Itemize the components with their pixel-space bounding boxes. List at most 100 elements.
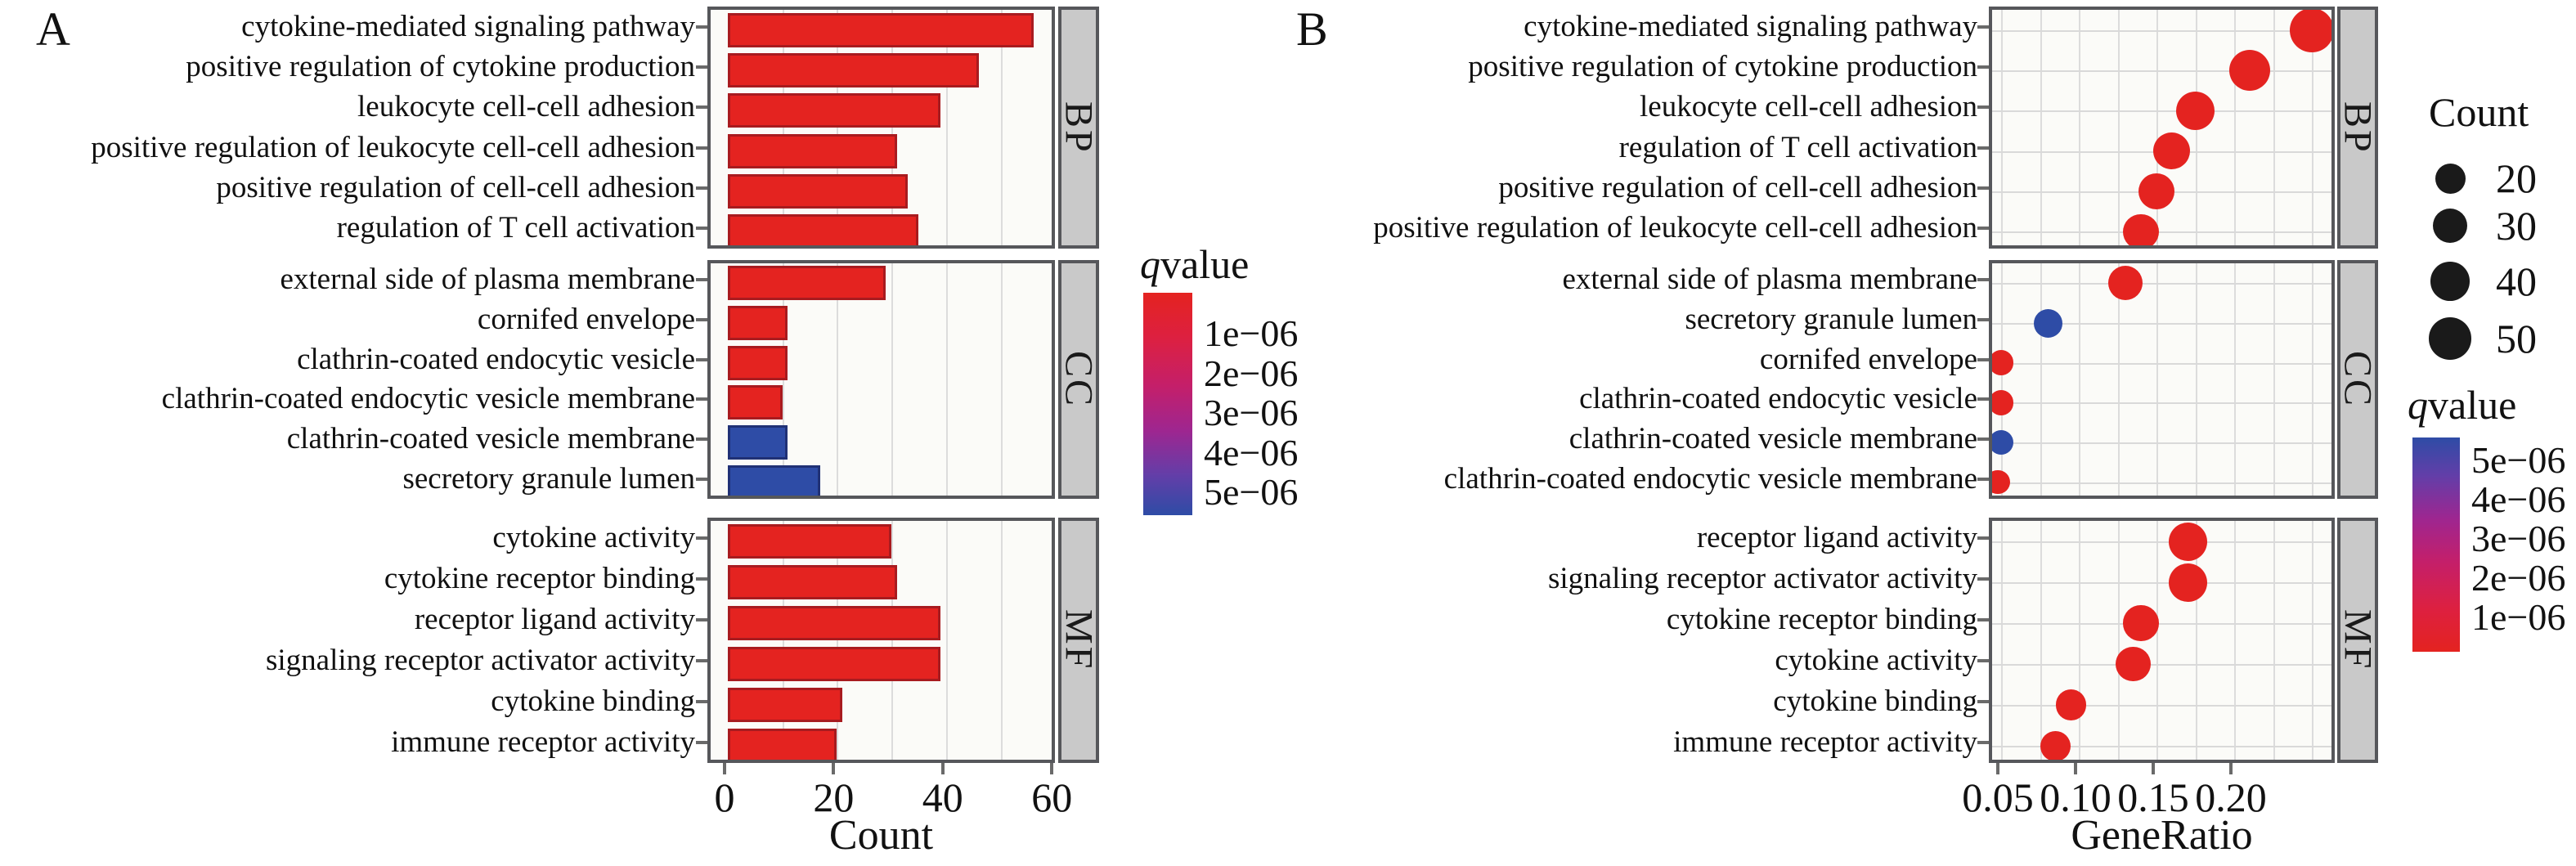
panel-b-letter: B	[1296, 2, 1328, 56]
y-axis-label: clathrin-coated vesicle membrane	[1568, 422, 1977, 455]
gridline	[1992, 705, 2331, 707]
gridline	[1992, 110, 2331, 113]
y-axis-label: clathrin-coated endocytic vesicle membra…	[161, 382, 695, 416]
gridline	[2117, 10, 2120, 245]
gridline	[2040, 10, 2042, 245]
y-tick	[1977, 65, 1989, 69]
facet-panel-mf	[707, 518, 1055, 763]
x-tick	[1050, 763, 1054, 774]
gridline	[2234, 10, 2236, 245]
y-axis-label: immune receptor activity	[1673, 725, 1977, 759]
dot	[2138, 173, 2175, 210]
count-legend-label: 30	[2496, 203, 2537, 249]
qvalue-gradient-b	[2412, 437, 2460, 652]
x-tick-label: 20	[813, 774, 855, 820]
x-tick-label: 0.20	[2195, 774, 2267, 820]
facet-strip-label: MF	[2336, 609, 2380, 671]
gridline	[1992, 231, 2331, 234]
y-tick	[1977, 741, 1989, 744]
dot	[2153, 132, 2191, 170]
x-tick-label: 60	[1031, 774, 1073, 820]
dot	[1992, 390, 2014, 415]
y-axis-label: cytokine binding	[491, 684, 695, 718]
y-tick	[1977, 186, 1989, 190]
y-tick	[696, 318, 707, 321]
y-axis-label: cytokine receptor binding	[1666, 603, 1977, 636]
dot	[2055, 689, 2087, 720]
dot	[1992, 350, 2014, 375]
bar	[728, 12, 1034, 47]
gridline	[2001, 521, 2003, 760]
gridline	[2079, 263, 2080, 496]
gridline	[1992, 582, 2331, 584]
facet-strip-cc: CC	[1057, 260, 1101, 499]
bar	[728, 425, 788, 460]
gridline	[1992, 323, 2331, 325]
gridline	[2312, 521, 2313, 760]
y-tick	[696, 741, 707, 744]
dot	[2107, 266, 2143, 301]
gridline	[837, 263, 839, 496]
gridline	[2079, 10, 2080, 245]
y-tick	[696, 659, 707, 662]
x-tick-label: 40	[922, 774, 963, 820]
x-tick	[832, 763, 836, 774]
qvalue-tick-label: 4e−06	[2471, 478, 2566, 520]
gridline	[1992, 362, 2331, 365]
dot	[2123, 213, 2159, 245]
y-axis-label: immune receptor activity	[391, 725, 695, 759]
qvalue-tick-label: 5e−06	[2471, 439, 2566, 481]
x-tick-label: 0	[714, 774, 735, 820]
x-tick	[1996, 763, 1999, 774]
y-tick	[696, 25, 707, 29]
y-tick	[1977, 357, 1989, 361]
y-axis-label: regulation of T cell activation	[1618, 130, 1977, 164]
y-tick	[696, 278, 707, 282]
gridline	[1992, 402, 2331, 405]
y-axis-label: cytokine receptor binding	[384, 562, 695, 595]
gridline	[2273, 10, 2275, 245]
y-tick	[1977, 25, 1989, 29]
y-axis-label: signaling receptor activator activity	[266, 644, 695, 677]
gridline	[782, 521, 784, 760]
count-legend-title: Count	[2429, 89, 2529, 135]
y-axis-label: cytokine binding	[1773, 684, 1977, 718]
gridline	[945, 521, 948, 760]
y-axis-label: cytokine-mediated signaling pathway	[1524, 9, 1977, 43]
y-axis-label: secretory granule lumen	[1685, 303, 1977, 336]
gridline	[2234, 263, 2236, 496]
y-tick	[1977, 227, 1989, 231]
gridline	[2001, 10, 2003, 245]
y-tick	[696, 397, 707, 402]
qvalue-tick-label: 4e−06	[1204, 431, 1299, 473]
y-tick	[1977, 105, 1989, 110]
y-tick	[696, 105, 707, 110]
facet-strip-label: CC	[2336, 350, 2380, 409]
panel-a-letter: A	[36, 2, 70, 56]
y-axis-label: cornifed envelope	[1759, 342, 1977, 376]
y-tick	[696, 65, 707, 69]
y-axis-label: leukocyte cell-cell adhesion	[1640, 90, 1977, 124]
bar	[728, 464, 821, 496]
y-tick	[1977, 146, 1989, 150]
dot	[2229, 50, 2270, 91]
y-axis-label: clathrin-coated vesicle membrane	[286, 422, 695, 455]
x-tick	[2152, 763, 2155, 774]
y-axis-label: clathrin-coated endocytic vesicle membra…	[1443, 461, 1977, 496]
gridline	[1000, 10, 1003, 245]
bar	[728, 133, 897, 168]
dot	[2123, 605, 2159, 641]
x-tick	[723, 763, 726, 774]
gridline	[2312, 263, 2313, 496]
gridline	[1992, 664, 2331, 666]
qvalue-tick-label: 3e−06	[2471, 518, 2566, 559]
dot	[2033, 308, 2062, 338]
y-axis-label: positive regulation of cell-cell adhesio…	[216, 171, 695, 204]
y-axis-label: cytokine-mediated signaling pathway	[241, 9, 695, 43]
bar	[728, 729, 837, 760]
qvalue-tick-label: 5e−06	[1204, 471, 1299, 513]
gridline	[1000, 521, 1003, 760]
bar	[728, 606, 941, 640]
bar	[728, 306, 788, 340]
qvalue-legend-b-title: qvalue	[2408, 382, 2517, 428]
